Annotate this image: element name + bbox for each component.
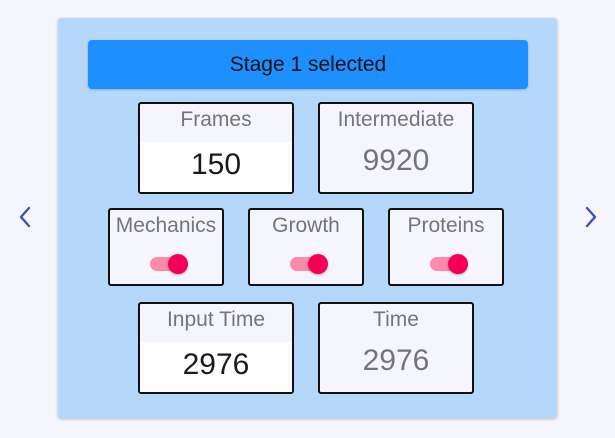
stage-selected-banner[interactable]: Stage 1 selected [88,40,528,89]
mechanics-switch-thumb [168,254,188,274]
intermediate-label: Intermediate [337,108,455,131]
input-time-label: Input Time [166,308,266,331]
next-stage-button[interactable] [580,204,602,230]
growth-switch-thumb [308,254,328,274]
time-label: Time [373,308,419,331]
frames-value: 150 [190,148,242,181]
proteins-toggle-card: Proteins [388,208,504,286]
time-field: Time 2976 [318,302,474,394]
mechanics-label: Mechanics [115,214,217,237]
frames-input[interactable]: 150 [140,142,292,192]
input-time-value: 2976 [182,348,250,381]
previous-stage-button[interactable] [14,204,36,230]
chevron-right-icon [585,206,597,228]
mechanics-switch[interactable] [150,254,188,274]
intermediate-field: Intermediate 9920 [318,102,474,194]
frames-field: Frames 150 [138,102,294,194]
time-value: 2976 [362,344,430,377]
stage-selected-label: Stage 1 selected [229,52,387,76]
proteins-label: Proteins [407,214,485,237]
mechanics-toggle-card: Mechanics [108,208,224,286]
input-time-field: Input Time 2976 [138,302,294,394]
frames-label: Frames [180,108,252,131]
growth-toggle-card: Growth [248,208,364,286]
intermediate-value: 9920 [362,144,430,177]
chevron-left-icon [19,206,31,228]
input-time-input[interactable]: 2976 [140,342,292,392]
proteins-switch[interactable] [430,254,468,274]
proteins-switch-thumb [448,254,468,274]
growth-switch[interactable] [290,254,328,274]
growth-label: Growth [272,214,340,237]
stage-panel: Stage 1 selected Frames 150 Intermediate… [58,18,557,418]
